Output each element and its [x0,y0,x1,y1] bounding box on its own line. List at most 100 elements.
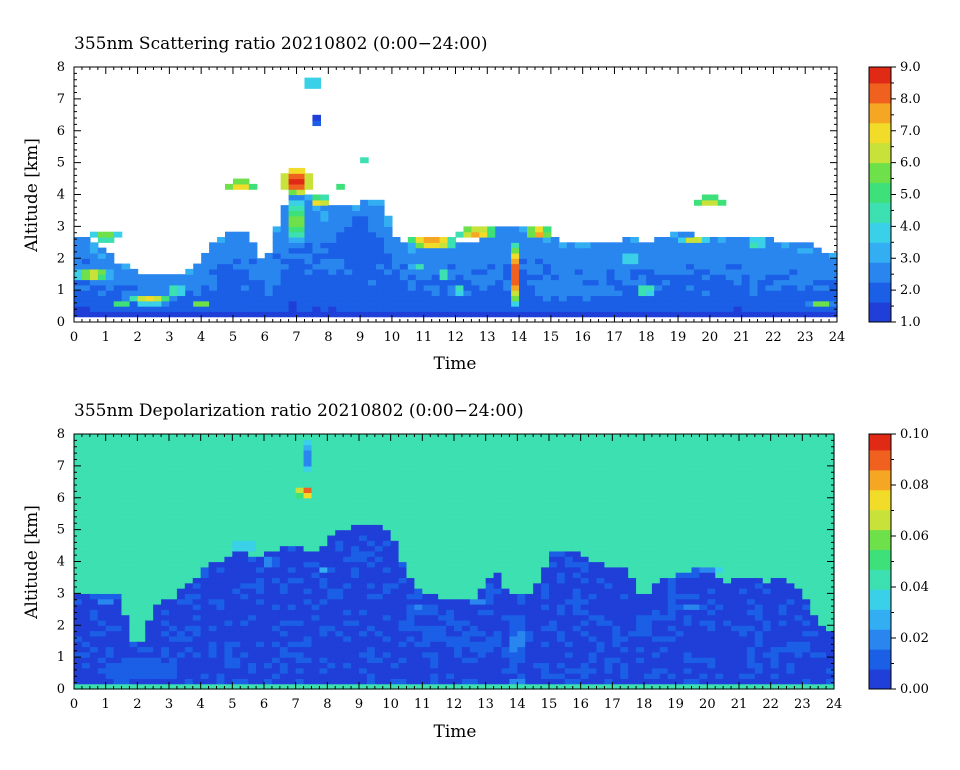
heatmap-cell [517,481,526,488]
heatmap-cell [129,550,138,557]
heatmap-cell [343,619,352,626]
heatmap-cell [105,651,115,658]
heatmap-cell [414,550,423,557]
heatmap-cell [407,237,417,243]
heatmap-cell [248,263,258,270]
heatmap-cell [749,237,759,243]
heatmap-cell [216,508,226,515]
heatmap-cell [525,540,534,547]
heatmap-cell [821,268,830,275]
heatmap-cell [311,540,321,547]
heatmap-cell [105,566,115,573]
heatmap-cell [701,268,711,275]
heatmap-cell [550,284,560,291]
heatmap-cell [495,268,504,275]
heatmap-cell [335,641,344,648]
heatmap-cell [256,524,265,531]
heatmap-cell [264,561,273,568]
heatmap-cell [733,252,743,259]
heatmap-cell [81,609,91,616]
heatmap-cell [430,508,439,515]
heatmap-cell [390,534,400,541]
heatmap-cell [662,258,671,265]
heatmap-cell [662,279,671,286]
heatmap-cell [200,519,210,525]
heatmap-cell [558,247,568,254]
heatmap-cell [366,519,376,525]
heatmap-cell [121,588,131,594]
heatmap-cell [256,651,265,658]
heatmap-cell [320,226,329,233]
heatmap-cell [264,455,273,462]
colorbar-segment [869,70,891,76]
heatmap-cell [184,481,194,488]
heatmap-cell [366,556,376,563]
heatmap-cell [398,625,408,632]
heatmap-cell [121,651,131,658]
heatmap-cell [525,673,534,679]
heatmap-cell [320,258,329,265]
heatmap-cell [74,604,83,610]
heatmap-cell [479,231,488,238]
heatmap-cell [477,667,487,674]
colorbar-segment [869,102,891,108]
heatmap-cell [74,678,83,685]
heatmap-cell [335,449,344,456]
heatmap-cell [248,455,257,462]
heatmap-cell [638,300,647,307]
heatmap-cell [757,311,767,318]
heatmap-cell [454,524,463,531]
heatmap-cell [264,487,273,494]
heatmap-cell [422,545,431,552]
heatmap-cell [550,306,560,312]
heatmap-cell [200,572,210,579]
heatmap-cell [161,503,170,509]
heatmap-cell [97,545,107,552]
heatmap-cell [368,242,377,249]
heatmap-cell [556,625,566,632]
heatmap-cell [572,619,582,626]
heatmap-cell [161,481,170,488]
heatmap-cell [248,274,258,281]
heatmap-cell [525,678,534,685]
heatmap-cell [709,311,719,318]
heatmap-cell [446,566,455,573]
heatmap-cell [287,481,297,488]
heatmap-cell [477,487,487,494]
heatmap-cell [81,449,91,456]
heatmap-cell [97,268,107,275]
heatmap-cell [288,268,298,275]
heatmap-cell [382,444,392,451]
heatmap-cell [344,306,353,312]
heatmap-cell [414,508,423,515]
heatmap-cell [89,263,99,270]
heatmap-cell [335,646,344,653]
heatmap-cell [582,274,592,281]
heatmap-cell [295,667,305,674]
heatmap-cell [137,561,146,568]
heatmap-cell [271,609,281,616]
heatmap-cell [678,279,687,286]
heatmap-cell [741,274,751,281]
heatmap-cell [97,657,107,664]
heatmap-cell [351,667,360,674]
heatmap-cell [153,434,162,440]
heatmap-cell [288,247,298,254]
heatmap-cell [296,306,306,312]
heatmap-cell [477,619,487,626]
heatmap-cell [564,550,574,557]
heatmap-cell [145,487,154,494]
heatmap-cell [208,619,218,626]
heatmap-cell [248,306,258,312]
heatmap-cell [105,635,115,642]
heatmap-cell [288,221,298,227]
heatmap-cell [145,598,154,605]
heatmap-cell [390,513,400,520]
heatmap-cell [390,487,400,494]
heatmap-cell [821,274,830,281]
heatmap-cell [248,183,258,190]
heatmap-cell [89,667,99,674]
heatmap-cell [287,641,297,648]
heatmap-cell [455,290,465,297]
y-tick-label: 2 [57,251,65,266]
